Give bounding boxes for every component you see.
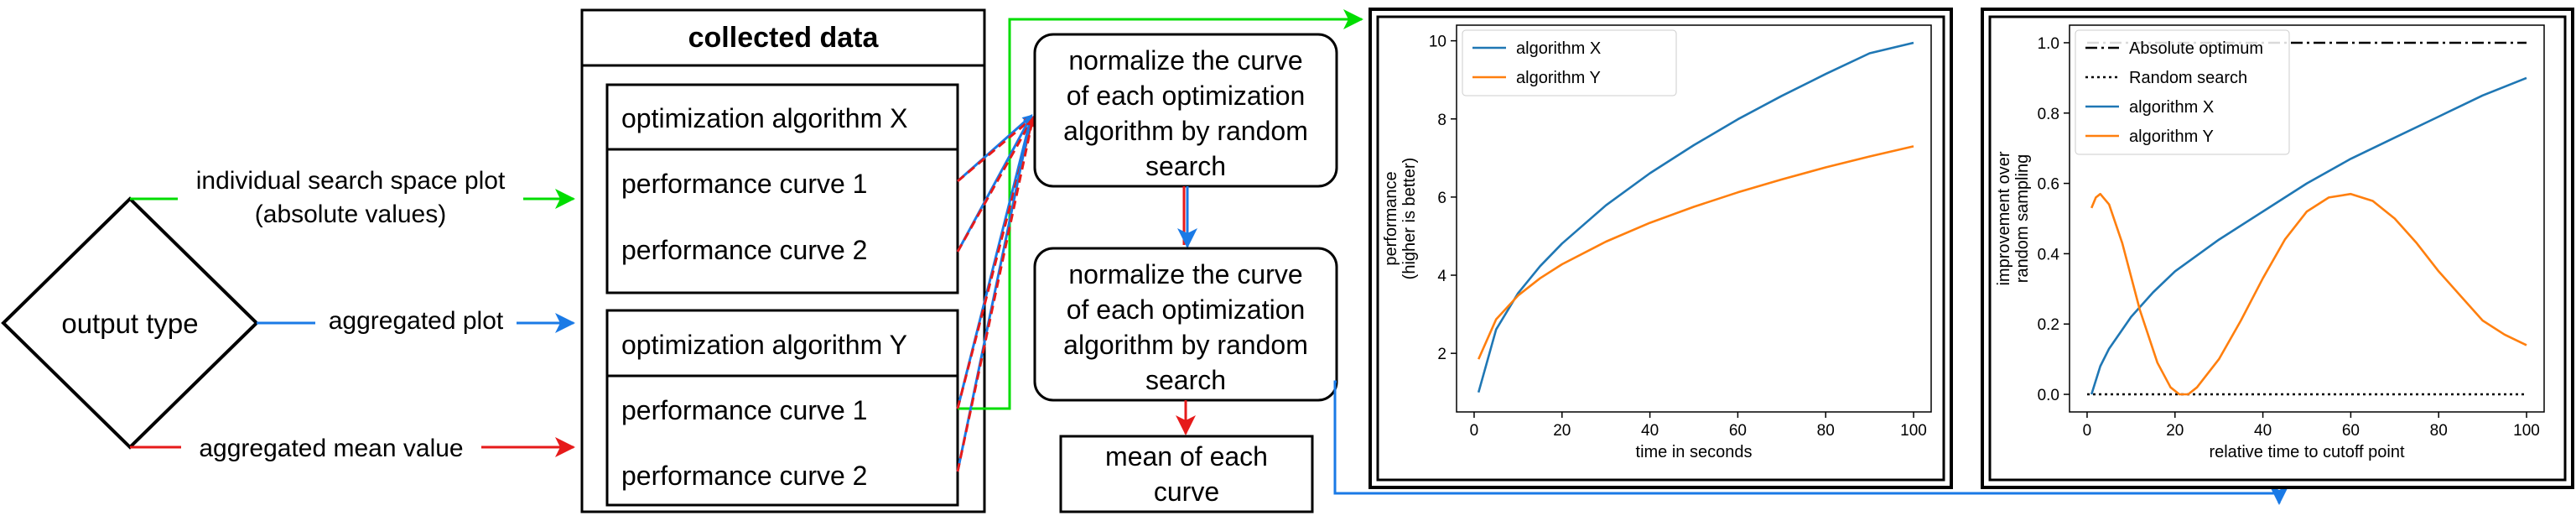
series-line <box>1478 145 1914 360</box>
chart-2-inner-frame <box>1988 15 2567 482</box>
y-tick-label: 1.0 <box>2038 35 2059 53</box>
edge-to-aggregated-chart <box>1333 380 2289 505</box>
mean-box-line1: mean of each <box>1105 441 1268 472</box>
edge-label-aggregated-mean: aggregated mean value <box>199 435 463 462</box>
edge-to-individual-chart <box>958 9 1363 410</box>
x-tick-label: 40 <box>1641 422 1659 440</box>
y-axis-label-line: (higher is better) <box>1400 158 1419 280</box>
legend-label: algorithm Y <box>1516 69 1601 87</box>
normalize-box-1-line2: of each optimization <box>1067 81 1306 111</box>
chart-2: 0 20 40 60 80 100 0.0 0.2 0.4 0.6 0.8 1.0 relative t… <box>1995 24 2545 461</box>
edge-curve-y1-red <box>956 116 1036 409</box>
normalize-box-1-line4: search <box>1145 151 1226 181</box>
algorithm-y-curve-2: performance curve 2 <box>621 461 867 491</box>
legend-label: algorithm X <box>1516 39 1601 58</box>
algorithm-x-group <box>605 83 959 294</box>
edge-curve-x2-blue <box>956 114 1033 253</box>
y-axis-label: performance(higher is better) <box>1382 158 1419 280</box>
decision-label: output type <box>61 308 198 339</box>
y-tick-label: 2 <box>1437 346 1446 363</box>
x-axis-label: relative time to cutoff point <box>2209 443 2405 461</box>
series-line <box>2090 76 2527 395</box>
normalize-box-2-line2: of each optimization <box>1067 294 1306 325</box>
y-axis-label: improvement overrandom sampling <box>1995 151 2032 285</box>
y-tick-label: 0.2 <box>2038 316 2059 334</box>
edge-label-bg <box>178 159 523 233</box>
edge-label-aggregated-plot: aggregated plot <box>329 307 504 335</box>
x-tick-label: 20 <box>1553 422 1571 440</box>
y-tick-label: 0.4 <box>2038 246 2060 263</box>
edge-label-bg <box>315 302 517 339</box>
normalize-box-1 <box>1033 33 1338 188</box>
y-tick-label: 0.8 <box>2038 106 2059 123</box>
edge-label-individual-line1: individual search space plot <box>196 167 506 195</box>
chart-layer: 0 20 40 60 80 100 2 4 6 8 10 time in seconds perform… <box>1382 24 2545 461</box>
legend-label: algorithm Y <box>2129 128 2214 146</box>
algorithm-y-header: optimization algorithm Y <box>621 330 907 360</box>
legend-label: Random search <box>2129 69 2247 87</box>
y-axis-label-line: improvement over <box>1995 151 2013 285</box>
x-tick-label: 60 <box>1729 422 1747 440</box>
x-tick-label: 80 <box>1817 422 1835 440</box>
edge-label-bg <box>181 430 481 465</box>
normalize-box-2-line3: algorithm by random <box>1063 330 1308 360</box>
algorithm-y-curve-1: performance curve 1 <box>621 395 867 425</box>
legend <box>2075 29 2290 155</box>
chart-1: 0 20 40 60 80 100 2 4 6 8 10 time in seconds perform… <box>1382 24 1932 461</box>
edge-curve-y2-red <box>956 116 1036 472</box>
x-axis-label: time in seconds <box>1636 443 1753 461</box>
edge-curve-x2-red <box>956 116 1035 253</box>
legend-label: algorithm X <box>2129 98 2214 117</box>
y-tick-label: 8 <box>1437 112 1446 129</box>
x-tick-label: 100 <box>1900 422 1927 440</box>
algorithm-x-header: optimization algorithm X <box>621 103 907 133</box>
edge-label-individual-line2: (absolute values) <box>255 201 446 228</box>
normalize-box-1-line3: algorithm by random <box>1063 116 1308 146</box>
plot-area <box>1456 24 1932 413</box>
legend <box>1462 29 1677 96</box>
mean-box <box>1059 435 1314 513</box>
y-tick-label: 10 <box>1429 34 1446 51</box>
edge-curve-x1-red <box>957 116 1035 183</box>
series-line <box>1477 41 1914 393</box>
legend-label: Absolute optimum <box>2129 39 2263 58</box>
y-tick-label: 0.6 <box>2038 176 2059 194</box>
x-tick-label: 20 <box>2166 422 2184 440</box>
x-tick-label: 0 <box>2083 422 2092 440</box>
collected-data-title: collected data <box>688 22 880 54</box>
x-tick-label: 40 <box>2254 422 2272 440</box>
algorithm-x-curve-1: performance curve 1 <box>621 169 867 199</box>
normalize-box-2-line1: normalize the curve <box>1068 259 1302 289</box>
x-tick-label: 80 <box>2430 422 2448 440</box>
normalize-box-2-line4: search <box>1145 365 1226 395</box>
normalize-box-1-line1: normalize the curve <box>1068 45 1302 76</box>
x-tick-label: 0 <box>1470 422 1479 440</box>
series-line <box>2090 192 2527 396</box>
algorithm-x-curve-2: performance curve 2 <box>621 235 867 265</box>
y-tick-label: 6 <box>1437 190 1446 207</box>
y-tick-label: 4 <box>1437 268 1446 285</box>
mean-box-line2: curve <box>1154 477 1219 507</box>
y-axis-label-line: random sampling <box>2013 154 2032 283</box>
x-tick-label: 60 <box>2342 422 2360 440</box>
y-tick-label: 0.0 <box>2038 387 2059 404</box>
y-axis-label-line: performance <box>1382 171 1400 265</box>
x-tick-label: 100 <box>2513 422 2540 440</box>
chart-1-inner-frame <box>1376 15 1945 482</box>
plot-area <box>2069 24 2545 413</box>
